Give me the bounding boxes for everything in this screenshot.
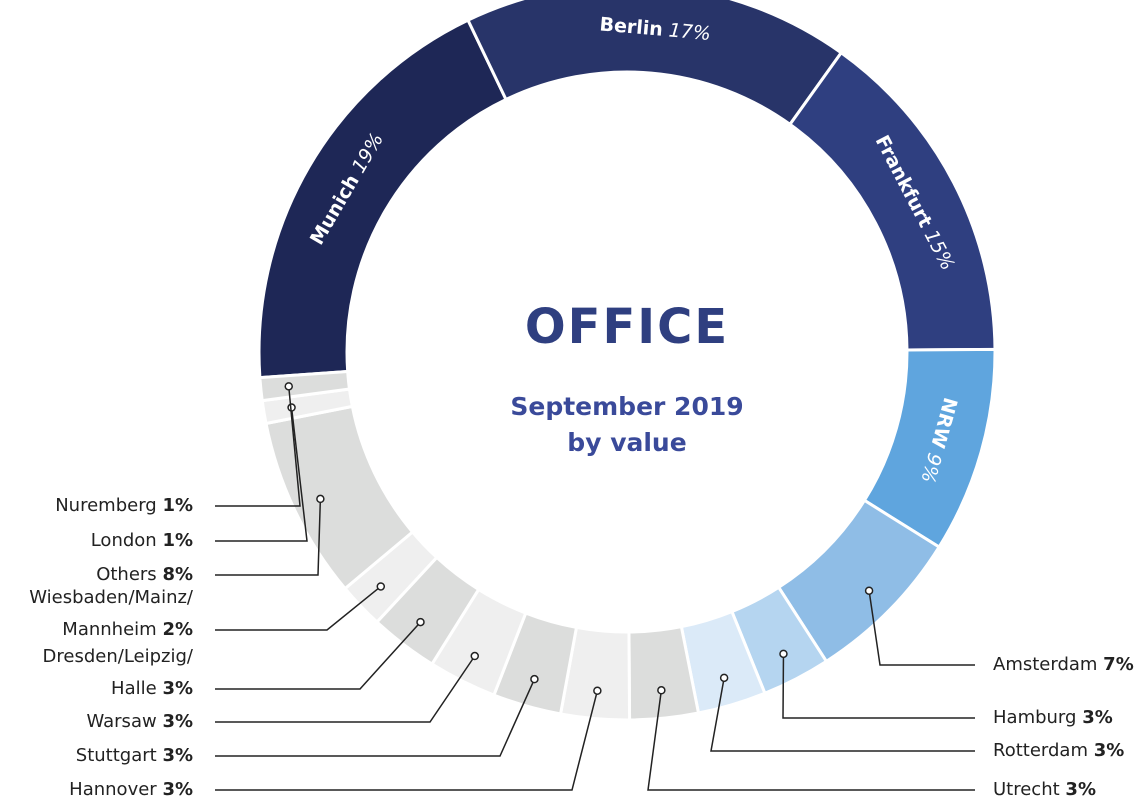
segment-value: 1% [162,530,193,551]
segment-label: Others 8% [96,559,193,591]
segment-label: Rotterdam 3% [993,735,1124,767]
segment-name: Berlin [599,13,664,40]
segment-value: 3% [162,711,193,732]
segment-name: Hamburg [993,707,1077,728]
leader-line [215,585,382,631]
leader-line [215,407,308,542]
segment-value: 2% [162,619,193,640]
segment-name: Others [96,564,157,585]
leader-dot [864,586,874,595]
leader-line [647,690,975,791]
segment-label: Stuttgart 3% [76,740,193,772]
leader-dot [779,649,788,659]
segment-name: Wiesbaden/Mainz/ Mannheim [29,587,193,640]
segment-label: Nuremberg 1% [55,490,193,522]
chart-title: OFFICE [525,299,729,355]
donut-segment [257,18,509,380]
leader-line [215,678,536,757]
leader-line [868,590,975,666]
donut-segment [258,369,352,403]
segment-value: 1% [162,495,193,516]
leader-line [215,690,599,791]
segment-name: Hannover [69,779,157,800]
leader-line [215,498,322,576]
segment-name: Stuttgart [75,745,157,766]
segment-name: Amsterdam [993,654,1098,675]
segment-name: Nuremberg [55,495,157,516]
leader-line [215,655,476,723]
segment-value: 17% [668,19,712,45]
leader-line [215,386,301,507]
segment-value: 7% [1103,654,1134,675]
segment-label: Berlin 17% [599,13,712,45]
leader-dot [316,494,325,504]
donut-segment [787,50,997,352]
segment-value: 3% [162,678,193,699]
segment-label: Wiesbaden/Mainz/ Mannheim 2% [29,582,193,646]
leader-dot [416,617,425,627]
segment-name: Utrecht [993,779,1060,800]
segment-value: 3% [1082,707,1113,728]
segment-value: 8% [162,564,193,585]
leader-dot [376,582,386,591]
leader-dot [657,686,666,695]
segment-value: 3% [162,745,193,766]
leader-dot [284,382,293,391]
segment-name: London [90,530,157,551]
segment-label: Utrecht 3% [993,774,1096,803]
segment-label: Dresden/Leipzig/ Halle 3% [43,641,193,705]
leader-line [215,621,422,690]
segment-value: 3% [1093,740,1125,761]
chart-subtitle: by value [567,428,686,457]
segment-label: London 1% [91,525,193,557]
leader-line [710,677,975,752]
segment-name: Rotterdam [993,740,1088,761]
segment-label: Hannover 3% [69,774,193,803]
segment-value: 3% [1065,779,1096,800]
leader-dot [719,673,729,683]
segment-name: Warsaw [86,711,157,732]
segment-label: Hamburg 3% [993,702,1113,734]
segment-value: 3% [162,779,193,800]
segment-name: Dresden/Leipzig/ Halle [42,646,193,699]
segment-label: Warsaw 3% [86,706,193,738]
leader-dot [593,686,602,695]
leader-dot [530,674,539,684]
chart-subtitle: September 2019 [510,392,743,421]
leader-dot [470,651,480,661]
segment-label: Amsterdam 7% [993,649,1134,681]
leader-line [782,653,975,719]
